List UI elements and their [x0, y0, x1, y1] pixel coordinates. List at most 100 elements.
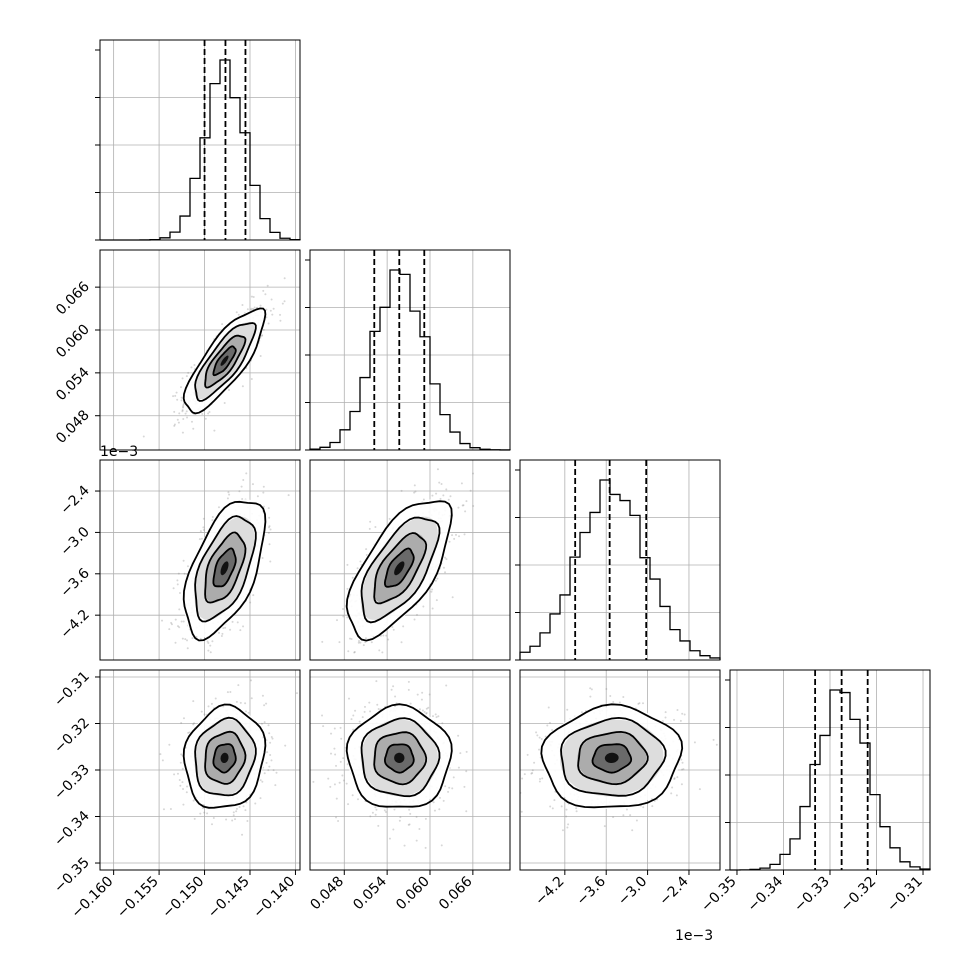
sample-point [174, 618, 177, 621]
sample-point [272, 307, 275, 310]
sample-point [266, 284, 269, 287]
panel-inner [100, 250, 300, 458]
sample-point [439, 497, 442, 500]
sample-point [351, 794, 354, 797]
sample-point [207, 412, 210, 415]
sample-point [178, 592, 181, 595]
sample-point [235, 810, 238, 813]
sample-point [374, 806, 377, 809]
sample-point [350, 718, 353, 721]
sample-point [259, 779, 262, 782]
sample-point [441, 722, 444, 725]
sample-point [388, 517, 391, 520]
sample-point [223, 401, 226, 404]
sample-point [361, 716, 364, 719]
sample-point [457, 506, 460, 509]
sample-point [260, 334, 263, 337]
sample-point [538, 736, 541, 739]
sample-point [250, 307, 253, 310]
sample-point [236, 621, 239, 624]
sample-point [182, 662, 184, 664]
sample-point [436, 468, 439, 471]
sample-point [526, 753, 529, 756]
sample-point [359, 560, 362, 563]
sample-point [350, 638, 353, 641]
sample-point [434, 713, 437, 716]
x-tick-label-3-3: −0.32 [838, 874, 880, 916]
sample-point [268, 732, 271, 735]
sample-point [547, 706, 550, 709]
sample-point [202, 526, 205, 529]
sample-point [172, 395, 175, 398]
sample-point [181, 767, 184, 770]
contour-3 [383, 547, 415, 588]
sample-point [333, 783, 336, 786]
sample-point [232, 811, 235, 814]
sample-point [675, 794, 678, 797]
sample-point [227, 491, 230, 494]
histogram-1 [305, 249, 511, 451]
sample-point [335, 619, 338, 622]
sample-point [179, 761, 182, 764]
sample-point [453, 537, 456, 540]
sample-point [358, 639, 361, 642]
sample-point [259, 355, 262, 358]
sample-point [427, 706, 430, 709]
sample-point [169, 807, 172, 810]
sample-point [375, 680, 378, 683]
sample-point [673, 778, 676, 781]
sample-point [422, 605, 425, 608]
sample-point [263, 704, 266, 707]
sample-point [185, 410, 188, 413]
sample-point [438, 796, 441, 799]
sample-point [458, 535, 461, 538]
sample-point [244, 809, 247, 812]
contour-3 [212, 743, 237, 774]
sample-point [452, 776, 455, 779]
sample-point [363, 710, 366, 713]
sample-point [263, 772, 266, 775]
panel-frame [99, 39, 301, 241]
sample-point [226, 497, 229, 500]
sample-point [192, 700, 195, 703]
sample-point [193, 456, 195, 458]
sample-point [451, 596, 454, 599]
sample-point [191, 637, 194, 640]
x-tick-label-0-2: −0.150 [159, 874, 207, 922]
histogram-step-3 [729, 689, 931, 871]
sample-point [416, 693, 419, 696]
sample-point [244, 710, 247, 713]
sample-point [448, 540, 451, 543]
sample-point [664, 711, 667, 714]
sample-point [359, 641, 362, 644]
y-tick-label-1-1: 0.054 [53, 364, 93, 404]
sample-point [435, 599, 438, 602]
sample-point [211, 640, 214, 643]
sample-point [284, 744, 287, 747]
sample-point [213, 429, 216, 432]
sample-point [561, 829, 564, 832]
sample-point [172, 587, 175, 590]
sample-point [226, 691, 229, 694]
sample-point [193, 817, 196, 820]
sample-point [393, 808, 396, 811]
histogram-step-0 [100, 59, 301, 241]
sample-point [428, 693, 431, 696]
sample-point [265, 308, 268, 311]
contour-2 [577, 730, 649, 786]
sample-point [362, 644, 365, 647]
sample-point [262, 289, 265, 292]
x-tick-label-0-4: −0.140 [250, 874, 298, 922]
sample-point [283, 277, 286, 280]
contour-1 [194, 322, 257, 402]
sample-point [486, 799, 488, 801]
sample-point [676, 709, 679, 712]
histogram-2 [515, 459, 721, 661]
sample-point [379, 634, 382, 637]
sample-point [176, 398, 179, 401]
sample-point [235, 700, 238, 703]
sample-point [353, 651, 356, 654]
sample-point [252, 307, 255, 310]
x-tick-label-0-1: −0.155 [114, 874, 162, 922]
sample-point [178, 778, 181, 781]
